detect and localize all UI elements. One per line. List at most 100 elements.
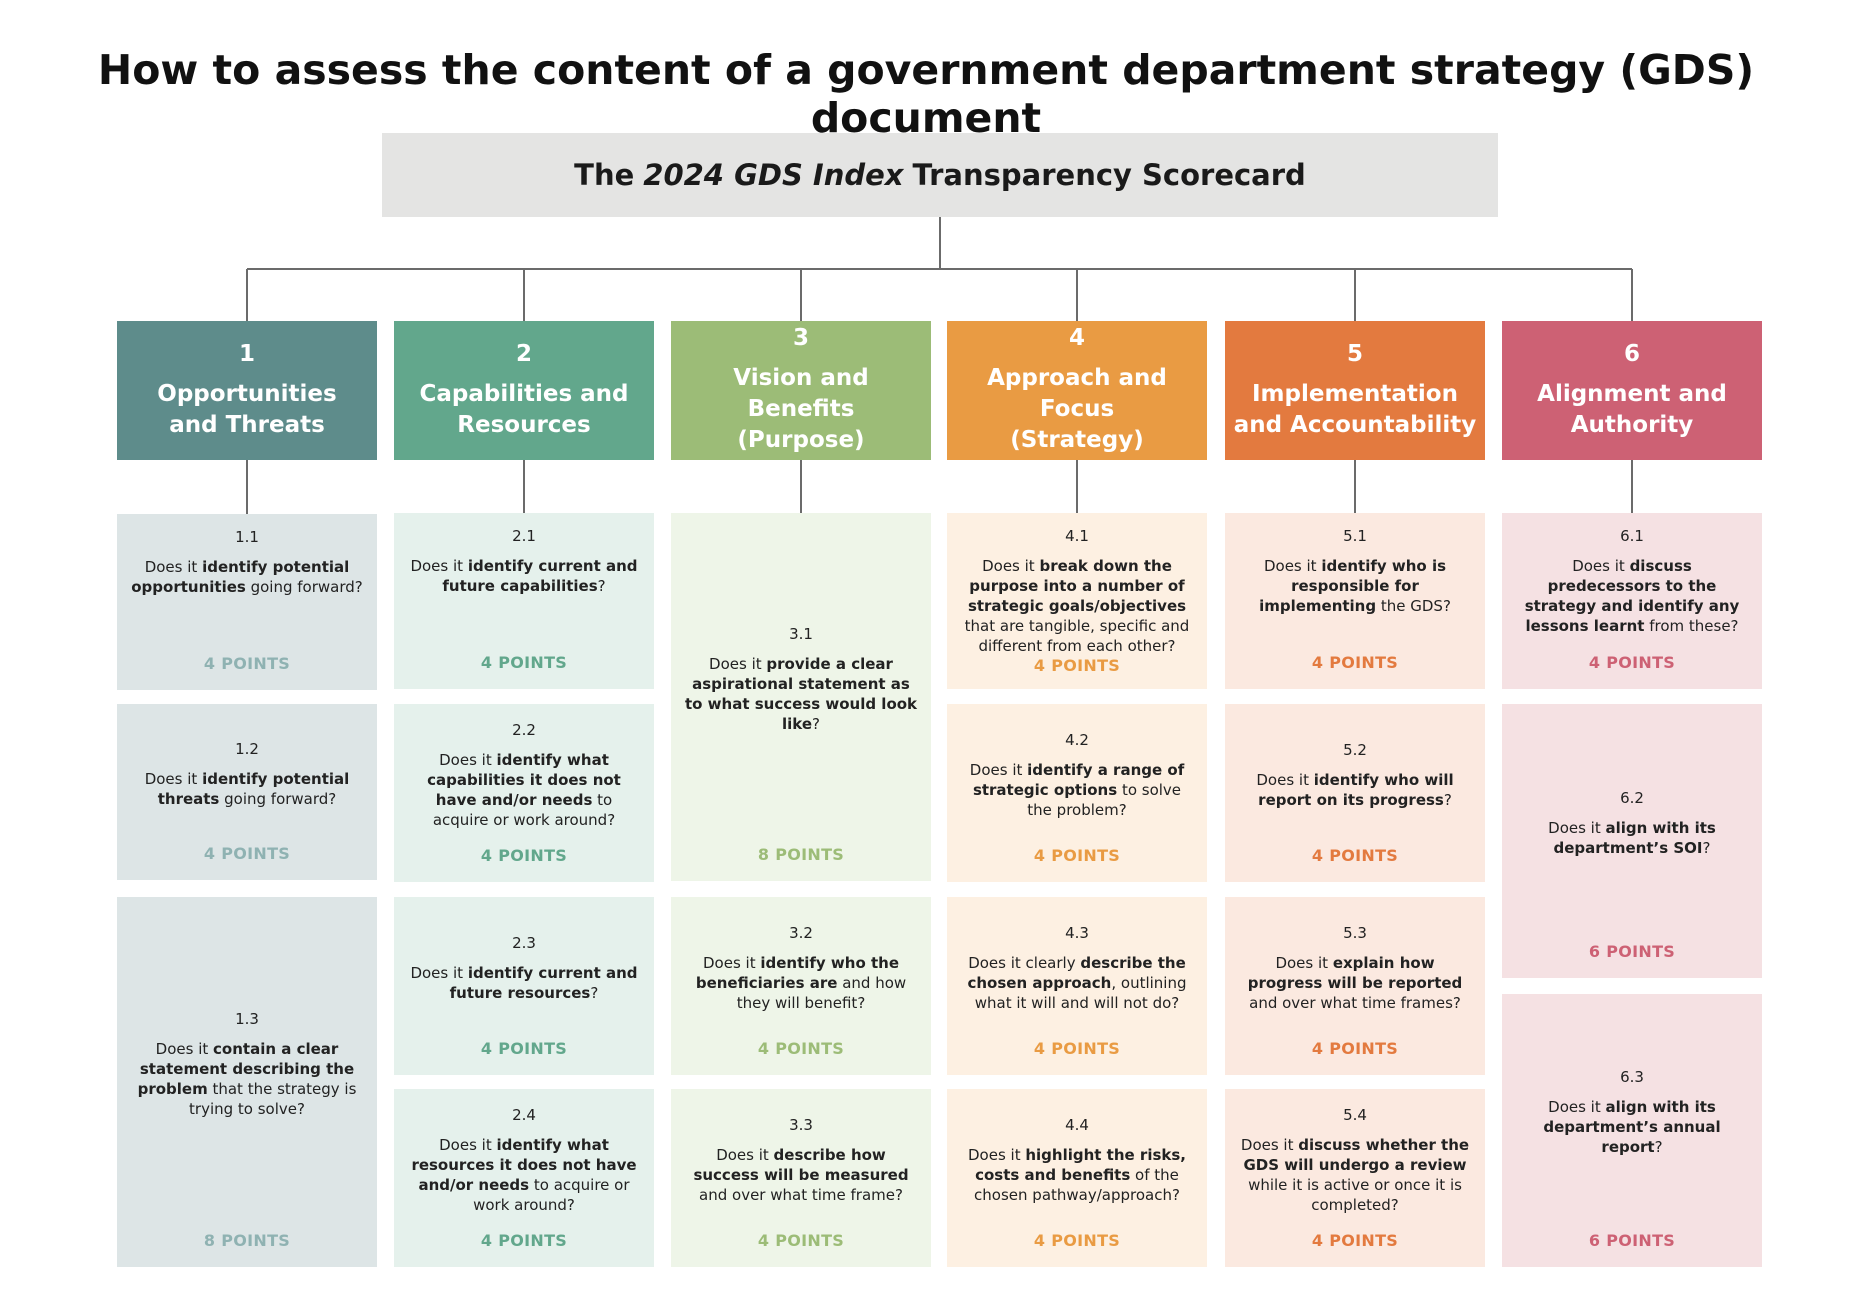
criterion-card-2-1: 2.1 Does it identify current and future c… xyxy=(394,513,654,689)
points-label: 4 POINTS xyxy=(1033,656,1121,675)
question-text: ? xyxy=(1654,1138,1663,1156)
question-text: Does it xyxy=(702,953,761,972)
criterion-question: Does it identify who the beneficiaries a… xyxy=(683,953,919,1013)
points-label: 4 POINTS xyxy=(480,653,568,672)
criterion-card-3-1: 3.1 Does it provide a clear aspirational … xyxy=(671,513,931,881)
criterion-card-6-1: 6.1 Does it discuss predecessors to the s… xyxy=(1502,513,1762,689)
category-name: Capabilities and Resources xyxy=(419,380,629,438)
criterion-card-4-1: 4.1 Does it break down the purpose into a… xyxy=(947,513,1207,689)
category-name: Alignment and Authority xyxy=(1537,380,1727,438)
criterion-card-1-1: 1.1 Does it identify potential opportunit… xyxy=(117,514,377,690)
question-text: ? xyxy=(597,577,606,595)
criterion-card-4-3: 4.3 Does it clearly describe the chosen a… xyxy=(947,897,1207,1075)
criterion-question: Does it identify who is responsible for … xyxy=(1237,556,1473,616)
page-title: How to assess the content of a governmen… xyxy=(97,46,1755,142)
points-label: 4 POINTS xyxy=(1311,846,1399,865)
question-text: ? xyxy=(1443,790,1452,809)
criterion-number: 5.3 xyxy=(1343,923,1367,942)
question-text: Does it xyxy=(439,1135,497,1154)
question-text: ? xyxy=(590,983,599,1002)
criterion-number: 1.3 xyxy=(235,1009,259,1028)
question-text: that the strategy is trying to solve? xyxy=(189,1079,357,1118)
question-text: Does it xyxy=(1275,953,1333,972)
question-text: to acquire or work around? xyxy=(473,1175,630,1214)
criterion-number: 5.4 xyxy=(1343,1105,1367,1124)
question-text: while it is active or once it is complet… xyxy=(1248,1175,1462,1214)
question-text: Does it xyxy=(1256,770,1314,789)
criterion-card-2-3: 2.3 Does it identify current and future r… xyxy=(394,897,654,1075)
question-text: the GDS? xyxy=(1376,597,1451,615)
criterion-question: Does it provide a clear aspirational sta… xyxy=(683,654,919,734)
criterion-card-6-2: 6.2 Does it align with its department’s S… xyxy=(1502,704,1762,978)
question-text: Does it xyxy=(144,769,203,788)
criterion-question: Does it align with its department’s annu… xyxy=(1514,1097,1750,1157)
question-emphasis: identify what resources it does not have… xyxy=(411,1135,637,1194)
question-text: Does it xyxy=(1263,557,1322,575)
criterion-number: 6.1 xyxy=(1620,527,1644,545)
question-emphasis: describe how success will be measured xyxy=(693,1145,909,1184)
category-number: 1 xyxy=(238,340,255,367)
question-text: from these? xyxy=(1644,617,1739,635)
question-text: to solve the problem? xyxy=(1027,780,1182,819)
criterion-number: 5.2 xyxy=(1343,740,1367,759)
scorecard-title-box: The 2024 GDS Index Transparency Scorecar… xyxy=(382,133,1498,217)
criterion-question: Does it clearly describe the chosen appr… xyxy=(959,953,1195,1013)
criterion-number: 4.3 xyxy=(1065,923,1089,942)
question-text: going forward? xyxy=(245,578,363,596)
criterion-number: 2.3 xyxy=(512,933,536,952)
question-emphasis: identify potential opportunities xyxy=(131,558,350,596)
criterion-question: Does it describe how success will be mea… xyxy=(683,1145,919,1205)
criterion-number: 4.4 xyxy=(1065,1115,1089,1134)
category-header-3: 3 Vision and Benefits (Purpose) xyxy=(671,321,931,460)
points-label: 4 POINTS xyxy=(1311,1039,1399,1058)
category-number: 6 xyxy=(1623,340,1640,367)
question-text: Does it xyxy=(982,557,1040,575)
question-emphasis: provide a clear aspirational statement a… xyxy=(684,654,918,733)
question-text: to acquire or work around? xyxy=(432,790,616,829)
points-label: 6 POINTS xyxy=(1588,942,1676,961)
category-number: 2 xyxy=(515,340,532,367)
points-label: 4 POINTS xyxy=(480,846,568,865)
question-emphasis: identify potential threats xyxy=(157,769,350,808)
category-name: Vision and Benefits (Purpose) xyxy=(733,365,869,453)
criterion-question: Does it explain how progress will be rep… xyxy=(1237,953,1473,1013)
criterion-card-5-4: 5.4 Does it discuss whether the GDS will … xyxy=(1225,1089,1485,1267)
criterion-question: Does it identify potential threats going… xyxy=(129,769,365,809)
scorecard-title-post: Transparency Scorecard xyxy=(912,158,1306,192)
criterion-number: 1.2 xyxy=(235,739,259,758)
question-text: Does it xyxy=(439,750,497,769)
points-label: 4 POINTS xyxy=(1588,653,1676,672)
criterion-number: 4.1 xyxy=(1065,527,1089,545)
criterion-question: Does it discuss predecessors to the stra… xyxy=(1514,556,1750,636)
criterion-question: Does it identify potential opportunities… xyxy=(129,557,365,597)
question-emphasis: identify who will report on its progress xyxy=(1258,770,1454,809)
category-header-4: 4 Approach and Focus (Strategy) xyxy=(947,321,1207,460)
criterion-number: 5.1 xyxy=(1343,527,1367,545)
category-header-6: 6 Alignment and Authority xyxy=(1502,321,1762,460)
criterion-card-1-2: 1.2 Does it identify potential threats go… xyxy=(117,704,377,880)
category-header-5: 5 Implementation and Accountability xyxy=(1225,321,1485,460)
question-text: , outlining what it will and will not do… xyxy=(974,973,1187,1012)
question-emphasis: contain a clear statement describing the… xyxy=(137,1039,355,1098)
category-number: 5 xyxy=(1346,340,1363,367)
question-emphasis: identify who is responsible for implemen… xyxy=(1259,557,1447,615)
question-emphasis: break down the purpose into a number of … xyxy=(967,557,1187,615)
criterion-number: 2.1 xyxy=(512,527,536,545)
points-label: 8 POINTS xyxy=(757,845,845,864)
points-label: 4 POINTS xyxy=(480,1039,568,1058)
points-label: 4 POINTS xyxy=(1033,846,1121,865)
question-emphasis: identify current and future resources xyxy=(449,963,638,1002)
category-number: 4 xyxy=(1068,325,1085,351)
criterion-question: Does it identify current and future capa… xyxy=(406,556,642,596)
scorecard-title-pre: The xyxy=(574,158,635,192)
question-text: Does it clearly xyxy=(968,953,1081,972)
criterion-card-3-3: 3.3 Does it describe how success will be … xyxy=(671,1089,931,1267)
points-label: 4 POINTS xyxy=(203,844,291,863)
question-text: Does it xyxy=(967,1145,1026,1164)
question-text: Does it xyxy=(144,558,203,576)
scorecard-title-italic: 2024 GDS Index xyxy=(643,158,904,192)
question-emphasis: align with its department’s annual repor… xyxy=(1543,1098,1721,1156)
points-label: 4 POINTS xyxy=(203,654,291,673)
category-number: 3 xyxy=(792,325,809,351)
question-text: Does it xyxy=(1240,1135,1299,1154)
